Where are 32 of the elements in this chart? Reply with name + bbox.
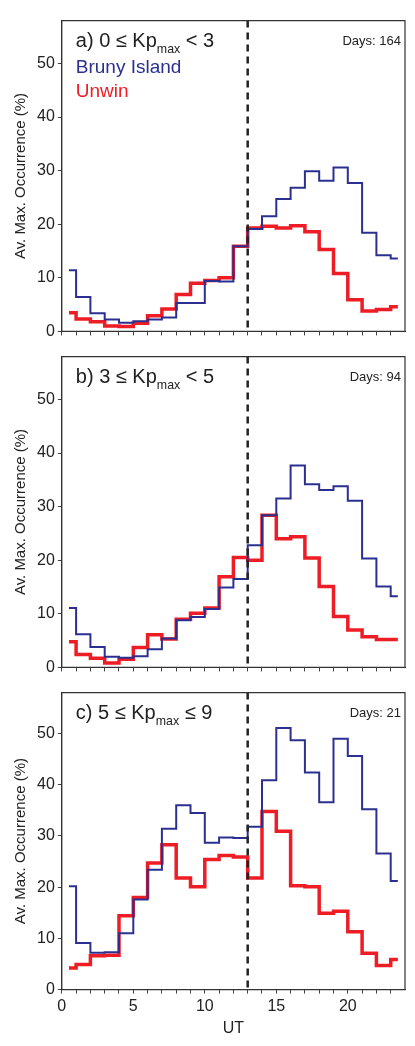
y-tick-label: 30: [37, 826, 55, 844]
annotation: Days: 164: [342, 32, 401, 48]
y-tick-label: 0: [45, 321, 55, 339]
y-axis-title: Av. Max. Occurrence (%): [11, 92, 29, 260]
y-tick-label: 40: [37, 107, 55, 125]
x-tick-label: 15: [267, 996, 286, 1014]
y-axis-title: Av. Max. Occurrence (%): [11, 758, 29, 925]
y-tick-label: 30: [37, 497, 55, 515]
x-tick-label: 10: [195, 996, 214, 1014]
x-tick-label: 5: [128, 996, 138, 1014]
y-tick-label: 10: [37, 268, 55, 286]
y-tick-label: 20: [37, 550, 55, 568]
y-tick-label: 50: [37, 723, 55, 741]
y-tick-label: 40: [37, 443, 55, 461]
y-tick-label: 10: [37, 604, 55, 622]
annotation: Days: 94: [349, 368, 401, 384]
y-tick-label: 20: [37, 877, 55, 895]
x-tick-label: 0: [57, 996, 67, 1014]
y-tick-label: 0: [45, 657, 55, 675]
y-tick-label: 0: [45, 980, 55, 998]
y-tick-label: 20: [37, 214, 55, 232]
annotation: Days: 21: [349, 704, 401, 720]
y-tick-label: 10: [37, 928, 55, 946]
text: Bruny Island: [75, 55, 182, 77]
text: Unwin: [75, 79, 129, 101]
y-axis-title: Av. Max. Occurrence (%): [11, 428, 29, 596]
x-tick-label: 20: [338, 996, 357, 1014]
y-tick-label: 50: [37, 53, 55, 71]
y-tick-label: 50: [37, 389, 55, 407]
y-tick-label: 40: [37, 775, 55, 793]
x-axis-title: UT: [222, 1018, 245, 1036]
y-tick-label: 30: [37, 161, 55, 179]
